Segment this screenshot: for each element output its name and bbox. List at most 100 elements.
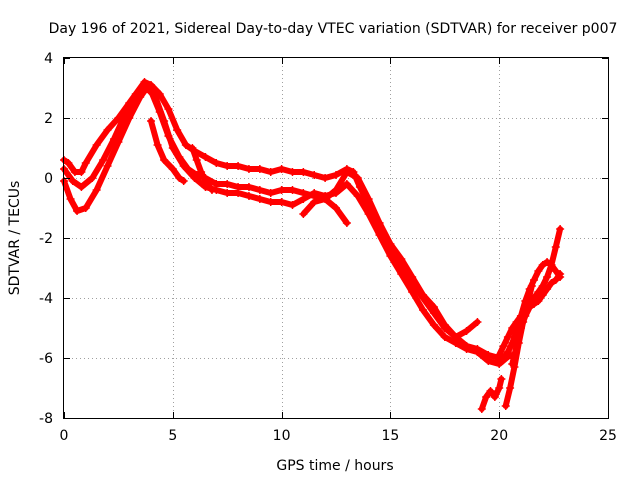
series-track-11 bbox=[508, 225, 565, 368]
data-point bbox=[353, 192, 362, 200]
x-tick-label: 25 bbox=[599, 428, 617, 444]
data-point bbox=[129, 96, 138, 104]
data-point bbox=[288, 168, 297, 176]
y-tick-label: -2 bbox=[39, 231, 53, 247]
data-point bbox=[364, 195, 373, 203]
data-point bbox=[73, 207, 82, 215]
x-axis-label: GPS time / hours bbox=[276, 458, 393, 474]
x-tick-labels: 0 5 10 15 20 25 bbox=[60, 428, 617, 444]
data-point bbox=[277, 186, 286, 194]
series-layer bbox=[60, 78, 565, 413]
data-point bbox=[332, 204, 340, 212]
data-point bbox=[375, 219, 384, 227]
data-point bbox=[110, 135, 119, 143]
data-point bbox=[534, 267, 543, 275]
y-tick-label: 0 bbox=[44, 171, 53, 187]
data-point bbox=[153, 141, 162, 149]
y-axis-label: SDTVAR / TECUs bbox=[7, 181, 23, 296]
data-point bbox=[266, 168, 275, 176]
data-point bbox=[223, 180, 232, 188]
data-point bbox=[332, 171, 340, 179]
data-point bbox=[207, 186, 216, 194]
data-point bbox=[551, 243, 560, 251]
data-point bbox=[543, 285, 552, 293]
data-point bbox=[440, 324, 449, 332]
data-point bbox=[160, 156, 169, 164]
x-tick-label: 0 bbox=[60, 428, 69, 444]
data-point bbox=[244, 183, 253, 191]
chart-title: Day 196 of 2021, Sidereal Day-to-day VTE… bbox=[49, 21, 618, 37]
series-line bbox=[509, 226, 564, 367]
data-point bbox=[192, 156, 201, 164]
data-point bbox=[147, 87, 156, 95]
data-point bbox=[223, 189, 232, 197]
data-point bbox=[197, 168, 206, 176]
data-point bbox=[462, 345, 471, 353]
data-point bbox=[179, 177, 188, 185]
series-line bbox=[478, 376, 505, 412]
series-line bbox=[61, 85, 514, 367]
data-point bbox=[81, 204, 90, 212]
data-point bbox=[244, 165, 253, 173]
data-point bbox=[66, 195, 75, 203]
data-point bbox=[288, 186, 297, 194]
data-point bbox=[234, 183, 243, 191]
data-point bbox=[188, 144, 197, 152]
data-point bbox=[490, 393, 499, 401]
data-point bbox=[77, 168, 86, 176]
data-point bbox=[543, 273, 552, 281]
data-point bbox=[534, 288, 543, 296]
data-point bbox=[277, 198, 286, 206]
data-point bbox=[201, 177, 210, 185]
data-point bbox=[451, 333, 460, 341]
data-point bbox=[530, 294, 539, 302]
data-point bbox=[419, 294, 428, 302]
y-tick-label: -8 bbox=[39, 411, 53, 427]
data-point bbox=[244, 192, 253, 200]
data-point bbox=[429, 309, 438, 317]
data-point bbox=[266, 198, 275, 206]
data-point bbox=[499, 342, 508, 350]
data-point bbox=[495, 351, 504, 359]
series-track-6 bbox=[299, 195, 351, 227]
data-point bbox=[408, 279, 417, 287]
data-point bbox=[184, 165, 193, 173]
x-tick-label: 15 bbox=[381, 428, 399, 444]
data-point bbox=[155, 90, 164, 98]
data-point bbox=[120, 111, 129, 119]
data-point bbox=[547, 279, 556, 287]
y-tick-labels: -8 -6 -4 -2 0 2 4 bbox=[39, 51, 53, 427]
data-point bbox=[92, 141, 101, 149]
data-point bbox=[527, 282, 536, 290]
data-point bbox=[310, 198, 319, 206]
data-point bbox=[484, 357, 493, 365]
data-point bbox=[429, 321, 438, 329]
x-tick-label: 20 bbox=[490, 428, 508, 444]
data-point bbox=[512, 342, 521, 350]
data-point bbox=[473, 318, 482, 326]
data-point bbox=[299, 210, 308, 218]
data-point bbox=[299, 189, 308, 197]
data-point bbox=[223, 162, 232, 170]
data-point bbox=[473, 348, 482, 356]
plot-frame bbox=[63, 57, 609, 419]
data-point bbox=[234, 162, 243, 170]
data-point bbox=[506, 384, 515, 392]
data-point bbox=[201, 153, 210, 161]
y-tick-label: -6 bbox=[39, 351, 53, 367]
data-point bbox=[503, 348, 512, 356]
data-point bbox=[538, 261, 547, 269]
data-point bbox=[538, 282, 547, 290]
data-point bbox=[547, 261, 556, 269]
data-point bbox=[386, 243, 395, 251]
data-point bbox=[64, 159, 73, 167]
data-point bbox=[462, 327, 471, 335]
data-point bbox=[538, 291, 547, 299]
data-point bbox=[516, 324, 525, 332]
data-point bbox=[321, 195, 330, 203]
data-point bbox=[342, 219, 351, 227]
x-tick-label: 5 bbox=[168, 428, 177, 444]
series-track-4 bbox=[147, 117, 188, 185]
data-point bbox=[551, 267, 560, 275]
data-point bbox=[551, 276, 560, 284]
